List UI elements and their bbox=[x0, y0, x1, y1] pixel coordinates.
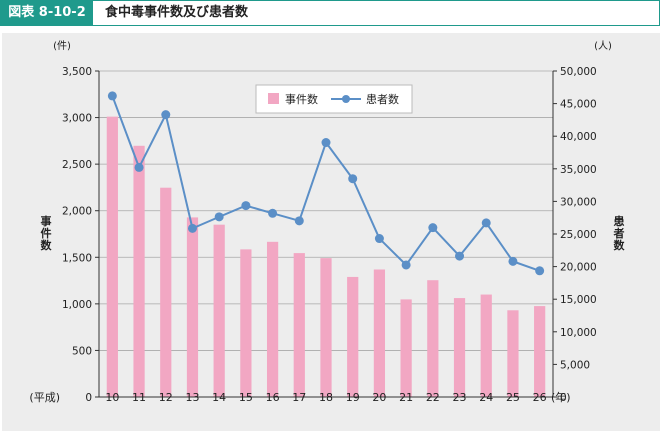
x-axis-suffix: (年) bbox=[551, 390, 571, 404]
left-axis-tick-label: 2,000 bbox=[62, 206, 92, 218]
legend-line-marker bbox=[342, 95, 350, 103]
right-axis-tick-label: 40,000 bbox=[560, 131, 597, 143]
axes bbox=[95, 70, 557, 398]
right-axis-tick-label: 50,000 bbox=[560, 66, 597, 78]
x-axis-tick-label: 23 bbox=[453, 391, 467, 404]
left-axis-tick-label: 0 bbox=[85, 392, 92, 404]
right-axis-tick-label: 35,000 bbox=[560, 164, 597, 176]
patients-point-26 bbox=[535, 266, 545, 276]
grid-lines bbox=[99, 70, 553, 351]
patients-point-10 bbox=[107, 91, 117, 101]
right-axis-tick-label: 20,000 bbox=[560, 262, 597, 274]
right-axis-tick-label: 0 bbox=[560, 392, 567, 404]
legend-bar-label: 事件数 bbox=[285, 93, 318, 106]
right-axis-title: 患者数 bbox=[613, 214, 626, 252]
bar-11 bbox=[133, 145, 145, 397]
bar-18 bbox=[320, 258, 332, 397]
x-axis-tick-label: 17 bbox=[292, 391, 306, 404]
bar-series bbox=[106, 116, 546, 397]
right-axis-unit: (人) bbox=[594, 40, 612, 52]
patients-point-23 bbox=[455, 251, 465, 261]
bar-13 bbox=[186, 217, 199, 397]
legend-bar-swatch bbox=[268, 93, 279, 104]
patients-point-15 bbox=[241, 201, 251, 211]
x-axis-tick-label: 25 bbox=[506, 391, 520, 404]
right-axis-tick-label: 15,000 bbox=[560, 294, 597, 306]
x-axis-tick-label: 26 bbox=[533, 391, 547, 404]
figure-header: 図表 8-10-2 食中毒事件数及び患者数 bbox=[0, 0, 660, 26]
x-axis-tick-label: 10 bbox=[105, 391, 119, 404]
x-axis-tick-label: 11 bbox=[132, 391, 146, 404]
x-axis-tick-label: 22 bbox=[426, 391, 440, 404]
bar-23 bbox=[453, 298, 466, 397]
legend-line-label: 患者数 bbox=[366, 93, 399, 106]
right-axis-tick-label: 25,000 bbox=[560, 229, 597, 241]
patients-point-25 bbox=[508, 256, 518, 266]
left-axis-title: 事件数 bbox=[41, 214, 53, 252]
line-series bbox=[107, 91, 545, 276]
figure-number-badge: 図表 8-10-2 bbox=[1, 1, 93, 25]
x-axis-tick-label: 14 bbox=[212, 391, 226, 404]
x-axis-tick-label: 20 bbox=[372, 391, 386, 404]
legend-box bbox=[255, 84, 413, 114]
bar-16 bbox=[266, 241, 279, 397]
x-axis-tick-label: 12 bbox=[159, 391, 173, 404]
left-axis-tick-label: 3,000 bbox=[62, 113, 92, 125]
x-axis-tick-label: 24 bbox=[479, 391, 493, 404]
axis-labels: 0 500 1,000 1,500 2,000 2,500 3,000 3,500 0 5,000… bbox=[41, 66, 626, 404]
patients-point-18 bbox=[321, 138, 331, 148]
bar-10 bbox=[106, 116, 118, 397]
x-axis-tick-label: 13 bbox=[185, 391, 199, 404]
left-axis-tick-label: 2,500 bbox=[62, 159, 92, 171]
left-axis-tick-label: 1,500 bbox=[62, 252, 92, 264]
left-axis-tick-label: 1,000 bbox=[62, 299, 92, 311]
patients-point-20 bbox=[374, 234, 384, 244]
right-axis-tick-label: 45,000 bbox=[560, 99, 597, 111]
x-axis-tick-label: 15 bbox=[239, 391, 253, 404]
figure-title: 食中毒事件数及び患者数 bbox=[105, 5, 249, 20]
x-axis-tick-label: 21 bbox=[399, 391, 413, 404]
patients-line bbox=[111, 95, 540, 272]
patients-point-11 bbox=[134, 162, 144, 172]
patients-point-13 bbox=[187, 223, 197, 233]
x-axis-tick-label: 19 bbox=[346, 391, 360, 404]
chart-panel: 0 500 1,000 1,500 2,000 2,500 3,000 3,500 0 5,000… bbox=[2, 33, 660, 431]
bar-24 bbox=[480, 294, 492, 397]
bar-22 bbox=[427, 280, 439, 397]
bar-14 bbox=[213, 224, 225, 397]
patients-point-17 bbox=[294, 216, 304, 226]
left-axis-unit: (件) bbox=[53, 40, 71, 52]
bar-19 bbox=[347, 276, 359, 397]
left-axis-tick-label: 500 bbox=[72, 345, 92, 357]
legend: 事件数 患者数 bbox=[255, 84, 413, 114]
x-axis-tick-label: 16 bbox=[266, 391, 280, 404]
right-axis-tick-label: 30,000 bbox=[560, 196, 597, 208]
x-axis-tick-label: 18 bbox=[319, 391, 333, 404]
patients-point-16 bbox=[268, 208, 278, 218]
bar-25 bbox=[507, 310, 519, 397]
left-axis-tick-label: 3,500 bbox=[62, 66, 92, 78]
patients-point-24 bbox=[481, 218, 491, 228]
right-axis-tick-label: 5,000 bbox=[560, 359, 590, 371]
bar-21 bbox=[400, 299, 412, 397]
patients-point-19 bbox=[348, 174, 358, 184]
bar-26 bbox=[534, 306, 546, 397]
patients-point-22 bbox=[428, 223, 438, 233]
bar-12 bbox=[160, 187, 172, 397]
patients-point-21 bbox=[401, 260, 411, 270]
chart-svg: 0 500 1,000 1,500 2,000 2,500 3,000 3,500 0 5,000… bbox=[29, 40, 626, 404]
x-axis-prefix: (平成) bbox=[29, 391, 60, 404]
bar-17 bbox=[293, 253, 305, 397]
patients-point-14 bbox=[214, 212, 224, 222]
right-axis-tick-label: 10,000 bbox=[560, 327, 597, 339]
bar-20 bbox=[373, 269, 386, 397]
patients-point-12 bbox=[161, 110, 171, 120]
bar-15 bbox=[240, 249, 252, 397]
